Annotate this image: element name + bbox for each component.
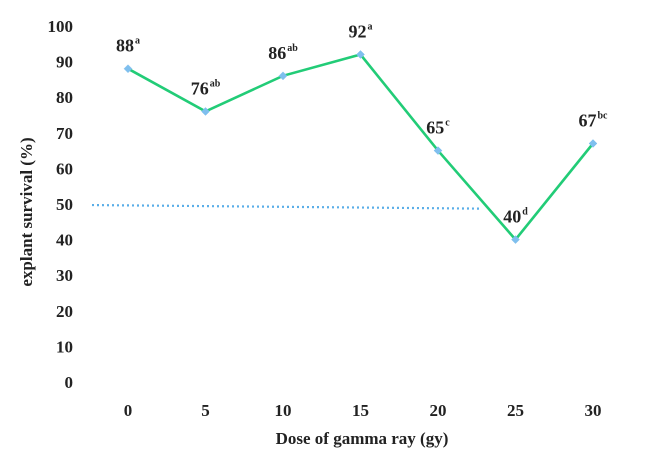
y-tick-label: 90 [56,53,73,72]
data-point-marker [588,139,598,148]
data-label-superscript: ab [210,78,221,89]
svg-text:88a: 88a [116,36,140,56]
data-label: 88a [116,36,140,56]
data-label-value: 65 [426,118,444,138]
x-tick-label: 30 [585,401,602,420]
data-label-superscript: a [135,36,140,47]
y-tick-label: 80 [56,88,73,107]
svg-text:86ab: 86ab [268,43,298,63]
data-label: 67bc [579,110,609,130]
data-label: 65c [426,118,450,138]
x-tick-label: 20 [430,401,447,420]
data-label-value: 86 [268,43,286,63]
data-point-marker [433,146,443,155]
reference-line-layer [91,203,480,210]
svg-text:76ab: 76ab [191,78,221,98]
x-tick-label: 15 [352,401,369,420]
data-label-value: 40 [503,207,521,227]
data-point-marker [201,107,210,116]
data-label-value: 76 [191,78,209,98]
data-label-superscript: ab [287,43,298,54]
data-label-value: 88 [116,36,134,56]
data-label-superscript: bc [598,110,609,121]
x-tick-labels: 0 5 10 15 20 25 30 [124,401,602,420]
data-label: 40d [503,207,528,227]
data-point-marker [356,50,365,59]
x-tick-label: 5 [201,401,210,420]
y-tick-label: 40 [56,231,73,250]
data-label: 92a [349,21,373,41]
y-tick-label: 0 [65,373,74,392]
reference-line [91,203,480,210]
data-label-superscript: a [368,21,373,32]
y-tick-labels: 0 10 20 30 40 50 60 70 80 90 100 [48,17,74,392]
svg-text:65c: 65c [426,118,450,138]
data-label-value: 92 [349,21,367,41]
svg-text:67bc: 67bc [579,110,609,130]
data-label-superscript: c [445,118,450,129]
y-tick-label: 70 [56,124,73,143]
marker-layer [123,50,598,244]
y-tick-label: 50 [56,195,73,214]
x-tick-label: 10 [275,401,292,420]
data-point-marker [123,64,133,74]
data-label-value: 67 [579,110,597,130]
data-point-marker [511,235,520,244]
data-label: 86ab [268,43,298,63]
y-tick-label: 20 [56,302,73,321]
x-tick-label: 0 [124,401,133,420]
svg-text:92a: 92a [349,21,373,41]
data-point-marker [278,71,288,81]
x-axis-title: Dose of gamma ray (gy) [276,429,449,448]
y-tick-label: 30 [56,266,73,285]
y-tick-label: 10 [56,337,73,356]
svg-text:40d: 40d [503,207,528,227]
data-label: 76ab [191,78,221,98]
y-axis-title: explant survival (%) [17,137,36,286]
y-tick-label: 100 [48,17,74,36]
x-tick-label: 25 [507,401,524,420]
data-label-superscript: d [522,207,528,218]
y-tick-label: 60 [56,159,73,178]
